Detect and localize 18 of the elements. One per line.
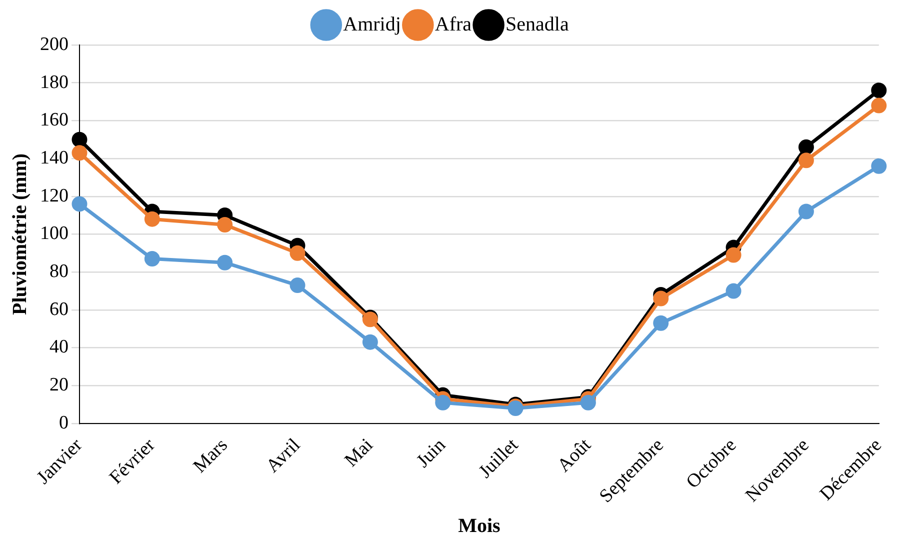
x-tick-label: Mai (340, 434, 378, 472)
y-tick-label: 40 (50, 336, 68, 358)
y-tick-label: 120 (40, 185, 68, 206)
legend-label: Senadla (506, 13, 569, 36)
y-tick-label: 180 (40, 72, 68, 93)
y-tick-label: 200 (40, 34, 68, 55)
y-tick-label: 80 (50, 261, 68, 282)
y-tick-label: 60 (50, 298, 68, 320)
legend-label: Amridj (343, 13, 401, 36)
y-tick-label: 20 (50, 374, 68, 396)
x-tick-label: Juin (412, 434, 450, 472)
y-tick-label: 0 (59, 412, 68, 434)
y-tick-label: 140 (40, 148, 68, 169)
x-axis-title: Mois (458, 515, 501, 538)
y-tick-label: 160 (40, 110, 68, 131)
y-axis-title: Pluviométrie (mm) (9, 153, 32, 316)
y-tick-label: 100 (40, 223, 68, 244)
legend-label: Afra (434, 13, 472, 36)
